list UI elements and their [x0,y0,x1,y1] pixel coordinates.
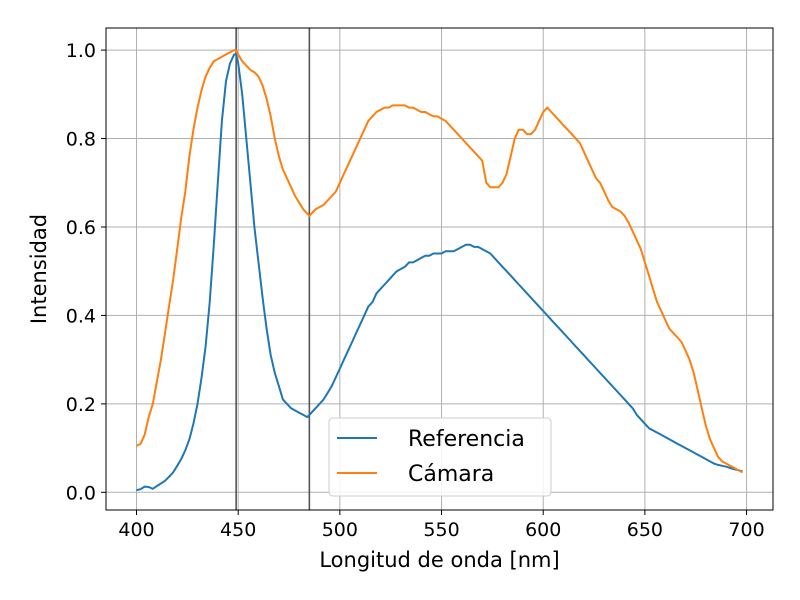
y-tick-label: 0.6 [66,217,96,239]
y-tick-label: 0.8 [66,129,96,151]
y-tick-label: 0.2 [66,394,96,416]
plot-frame [105,27,774,511]
legend: Referencia Cámara [328,417,552,497]
series-lines [136,49,743,492]
x-tick-label: 600 [525,519,561,541]
legend-label: Referencia [408,427,525,452]
x-tick-label: 700 [728,519,764,541]
y-axis-label: Intensidad [27,214,51,324]
x-tick-label: 500 [322,519,358,541]
x-axis-label: Longitud de onda [nm] [319,548,559,572]
legend-box [328,417,552,497]
x-tick-label: 650 [627,519,663,541]
y-tick-label: 1.0 [66,40,96,62]
x-tick-label: 450 [220,519,256,541]
legend-label: Cámara [408,462,494,487]
ticks: 400 450 500 550 600 650 700 0.0 0.2 0.4 0.6 0.8 1.0 [66,40,765,541]
grid [106,28,773,510]
marker-lines [235,28,311,510]
y-tick-label: 0.0 [66,482,96,504]
y-tick-label: 0.4 [66,305,96,327]
series-line [136,49,743,474]
x-tick-label: 400 [118,519,154,541]
x-tick-label: 550 [423,519,459,541]
series-line [136,53,743,492]
